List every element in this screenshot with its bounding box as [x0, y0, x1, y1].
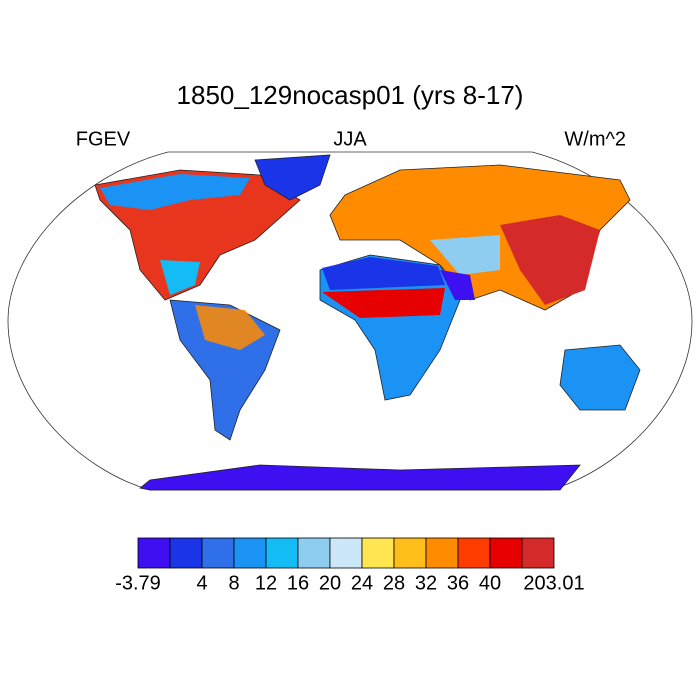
north-america-south [160, 260, 200, 295]
colorbar-box [361, 537, 395, 569]
colorbar-box [329, 537, 363, 569]
arabia [440, 270, 475, 300]
variable-label: FGEV [76, 128, 131, 150]
colorbar-box [425, 537, 459, 569]
greenland [254, 154, 331, 201]
units-label: W/m^2 [564, 128, 626, 150]
colorbar-label: 28 [383, 572, 405, 594]
colorbar-box [393, 537, 427, 569]
colorbar-box [265, 537, 299, 569]
east-asia [500, 215, 600, 305]
central-asia [430, 235, 500, 275]
antarctica [139, 464, 581, 491]
colorbar: -3.79 4 8 12 16 20 24 28 32 36 40 203.01 [115, 537, 585, 594]
colorbar-box [457, 537, 491, 569]
colorbar-box [489, 537, 523, 569]
north-america-north [100, 174, 250, 210]
colorbar-box [521, 537, 555, 569]
colorbar-label: 8 [228, 572, 239, 594]
colorbar-label: 32 [415, 572, 437, 594]
sahel [322, 288, 445, 318]
colorbar-label: 24 [351, 572, 373, 594]
sahara [322, 257, 445, 290]
colorbar-box [297, 537, 331, 569]
colorbar-label: 36 [447, 572, 469, 594]
colorbar-box [233, 537, 267, 569]
colorbar-box [201, 537, 235, 569]
colorbar-label: 4 [196, 572, 207, 594]
colorbar-label: 203.01 [523, 572, 584, 594]
colorbar-box [169, 537, 203, 569]
colorbar-label: 20 [319, 572, 341, 594]
season-label: JJA [333, 128, 367, 150]
colorbar-label: 16 [287, 572, 309, 594]
map-title: 1850_129nocasp01 (yrs 8-17) [177, 80, 524, 110]
colorbar-label: 40 [479, 572, 501, 594]
amazon [195, 305, 265, 350]
colorbar-box [137, 537, 171, 569]
map [7, 151, 693, 491]
australia [559, 344, 641, 411]
colorbar-label: 12 [255, 572, 277, 594]
colorbar-label: -3.79 [115, 572, 161, 594]
